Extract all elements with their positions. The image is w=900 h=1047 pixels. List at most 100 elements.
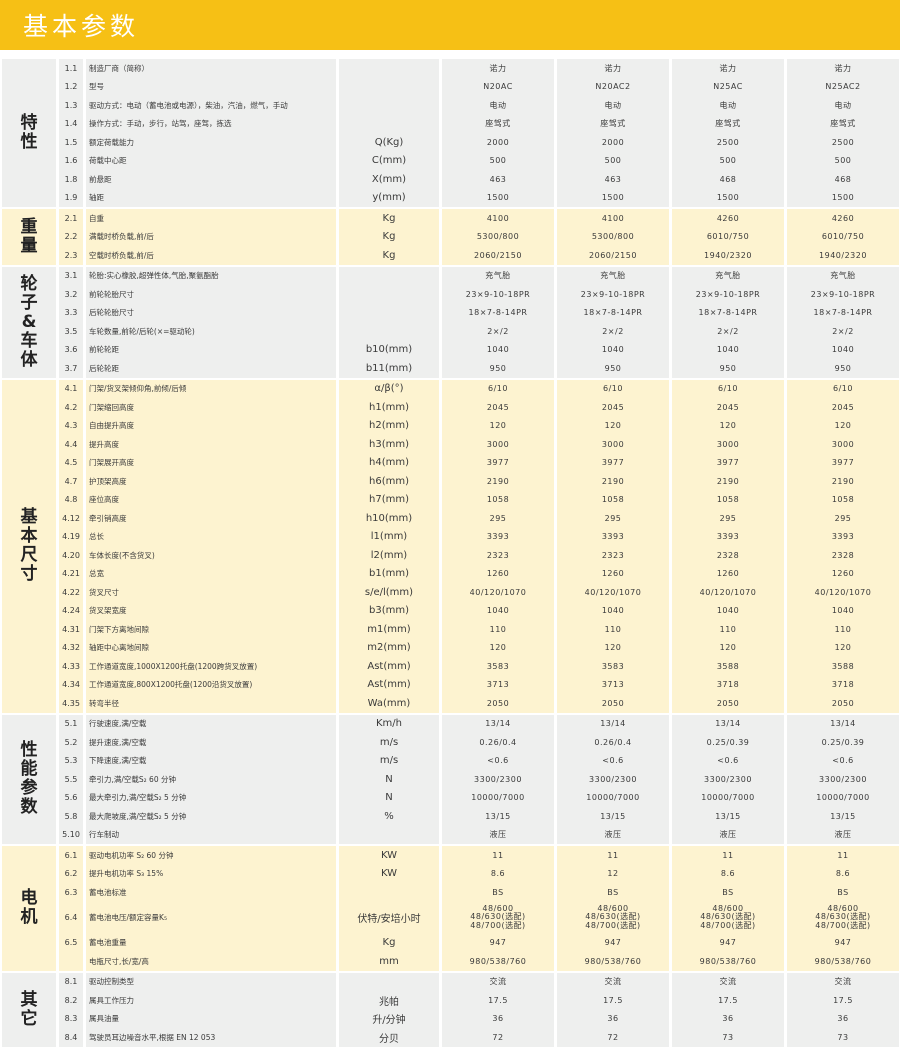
item-label: 蓄电池标准 [86, 883, 336, 902]
table-row: 4.33 工作通道宽度,1000X1200托盘(1200跨货叉放置) Ast(mm)… [2, 657, 899, 676]
item-value: 36 [442, 1009, 554, 1028]
item-value: 500 [557, 151, 669, 170]
table-row: 1.6 荷载中心距 C(mm) 500 500 500 500 [2, 151, 899, 170]
item-value: 23×9-10-18PR [672, 285, 784, 304]
item-number: 1.6 [59, 151, 83, 170]
item-value: 0.26/0.4 [557, 733, 669, 752]
item-unit: % [339, 807, 439, 826]
item-value: <0.6 [557, 751, 669, 770]
item-value: 950 [672, 359, 784, 378]
item-number: 6.1 [59, 844, 83, 865]
item-value: 3718 [787, 675, 899, 694]
item-value: 110 [672, 620, 784, 639]
item-number: 8.3 [59, 1009, 83, 1028]
item-value: 3718 [672, 675, 784, 694]
item-value: 40/120/1070 [672, 583, 784, 602]
table-row: 6.3 蓄电池标准 BS BS BS BS [2, 883, 899, 902]
item-number [59, 952, 83, 971]
item-number: 4.35 [59, 694, 83, 713]
item-label: 最大牵引力,满/空载S₂ 5 分钟 [86, 788, 336, 807]
item-label: 属具油量 [86, 1009, 336, 1028]
section-title: 其它 [2, 970, 56, 1047]
item-value: 72 [557, 1028, 669, 1047]
item-label: 货叉架宽度 [86, 601, 336, 620]
item-value: 120 [672, 638, 784, 657]
table-row: 5.2 提升速度,满/空载 m/s 0.26/0.4 0.26/0.4 0.25/0.39… [2, 733, 899, 752]
item-value: 1040 [442, 340, 554, 359]
table-row: 4.19 总长 l1(mm) 3393 3393 3393 3393 [2, 527, 899, 546]
section-title-text: 性能参数 [20, 740, 38, 818]
item-value: <0.6 [672, 751, 784, 770]
item-number: 4.33 [59, 657, 83, 676]
item-value: 36 [557, 1009, 669, 1028]
item-number: 8.4 [59, 1028, 83, 1047]
item-value: 2060/2150 [442, 246, 554, 265]
item-value: 充气胎 [442, 264, 554, 285]
item-unit: Ast(mm) [339, 657, 439, 676]
item-number: 5.10 [59, 825, 83, 844]
table-row: 8.3 属具油量 升/分钟 36 36 36 36 [2, 1009, 899, 1028]
item-value: 13/14 [787, 712, 899, 733]
item-label: 型号 [86, 77, 336, 96]
item-unit: l1(mm) [339, 527, 439, 546]
item-value: 6010/750 [672, 227, 784, 246]
item-value: 120 [787, 416, 899, 435]
item-value: 468 [787, 170, 899, 189]
item-label: 车体长度(不含货叉) [86, 546, 336, 565]
section-title-text: 其它 [20, 989, 38, 1029]
item-value: 2×/2 [442, 322, 554, 341]
item-value: 6/10 [557, 377, 669, 398]
item-label: 提升高度 [86, 435, 336, 454]
table-row: 1.9 轴距 y(mm) 1500 1500 1500 1500 [2, 188, 899, 207]
item-value: 947 [672, 933, 784, 952]
table-row: 8.4 驾驶员耳边噪音水平,根据 EN 12 053 分贝 72 72 73 73 [2, 1028, 899, 1047]
item-value: 0.26/0.4 [442, 733, 554, 752]
item-number: 1.2 [59, 77, 83, 96]
item-value: 18×7-8-14PR [672, 303, 784, 322]
item-value: BS [442, 883, 554, 902]
item-unit: N [339, 788, 439, 807]
item-value: 1058 [672, 490, 784, 509]
item-value: 1940/2320 [787, 246, 899, 265]
item-label: 后轮轮距 [86, 359, 336, 378]
item-value: 120 [442, 638, 554, 657]
item-label: 操作方式：手动，步行，站驾，座驾，拣选 [86, 114, 336, 133]
item-unit: h1(mm) [339, 398, 439, 417]
section-title-text: 基本尺寸 [20, 507, 38, 584]
item-value: 3588 [672, 657, 784, 676]
item-value: 980/538/760 [672, 952, 784, 971]
item-unit: s/e/l(mm) [339, 583, 439, 602]
item-label: 电瓶尺寸,长/宽/高 [86, 952, 336, 971]
item-value: 座驾式 [557, 114, 669, 133]
item-value: N20AC2 [557, 77, 669, 96]
item-value: 电动 [557, 96, 669, 115]
item-number: 6.2 [59, 864, 83, 883]
item-value: 2328 [672, 546, 784, 565]
item-label: 蓄电池重量 [86, 933, 336, 952]
item-value: 充气胎 [672, 264, 784, 285]
item-unit: Kg [339, 227, 439, 246]
table-row: 4.32 轴距中心离地间隙 m2(mm) 120 120 120 120 [2, 638, 899, 657]
item-value: 8.6 [672, 864, 784, 883]
item-unit: m1(mm) [339, 620, 439, 639]
item-value: 17.5 [672, 991, 784, 1010]
item-value: 液压 [442, 825, 554, 844]
item-unit: Kg [339, 207, 439, 228]
item-value: 48/600 48/630(选配) 48/700(选配) [442, 901, 554, 934]
item-unit: h4(mm) [339, 453, 439, 472]
item-number: 6.4 [59, 901, 83, 934]
item-label: 额定荷载能力 [86, 133, 336, 152]
item-label: 总宽 [86, 564, 336, 583]
table-row: 4.8 座位高度 h7(mm) 1058 1058 1058 1058 [2, 490, 899, 509]
table-row: 4.24 货叉架宽度 b3(mm) 1040 1040 1040 1040 [2, 601, 899, 620]
item-value: 2045 [442, 398, 554, 417]
item-number: 5.6 [59, 788, 83, 807]
item-number: 4.1 [59, 377, 83, 398]
item-label: 轮胎:实心橡胶,超弹性体,气胎,聚氨酯胎 [86, 264, 336, 285]
item-label: 转弯半径 [86, 694, 336, 713]
item-value: 947 [557, 933, 669, 952]
item-unit: y(mm) [339, 188, 439, 207]
section-title: 重量 [2, 207, 56, 265]
item-value: 110 [557, 620, 669, 639]
table-row: 4.7 护顶架高度 h6(mm) 2190 2190 2190 2190 [2, 472, 899, 491]
